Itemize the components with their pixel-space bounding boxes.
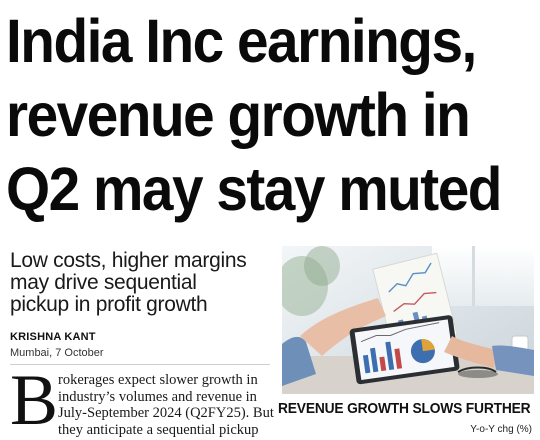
headline-line-1: India Inc earnings, xyxy=(6,7,477,75)
divider xyxy=(10,364,270,365)
chart-subtitle: Y-o-Y chg (%) xyxy=(470,424,532,435)
body-line-1: rokerages expect slower growth in xyxy=(58,372,258,388)
deck-line-3: pickup in profit growth xyxy=(10,293,208,316)
drop-cap: B xyxy=(10,360,59,440)
headline-line-3: Q2 may stay muted xyxy=(6,155,502,223)
headline: India Inc earnings, revenue growth in Q2… xyxy=(6,4,502,226)
photo-hands-tablet-charts xyxy=(282,246,534,394)
chart-title: REVENUE GROWTH SLOWS FURTHER xyxy=(278,400,531,417)
body-line-3: July-September 2024 (Q2FY25). But xyxy=(58,405,274,421)
author-byline: KRISHNA KANT xyxy=(10,331,96,343)
body-line-2: industry’s volumes and revenue in xyxy=(58,388,257,405)
dateline: Mumbai, 7 October xyxy=(10,347,104,359)
deck-line-1: Low costs, higher margins xyxy=(10,249,247,272)
headline-line-2: revenue growth in xyxy=(6,81,471,149)
photo-illustration xyxy=(282,246,534,394)
deck: Low costs, higher margins may drive sequ… xyxy=(10,250,272,316)
body-line-4: they anticipate a sequential pickup xyxy=(58,421,259,438)
deck-line-2: may drive sequential xyxy=(10,271,197,294)
